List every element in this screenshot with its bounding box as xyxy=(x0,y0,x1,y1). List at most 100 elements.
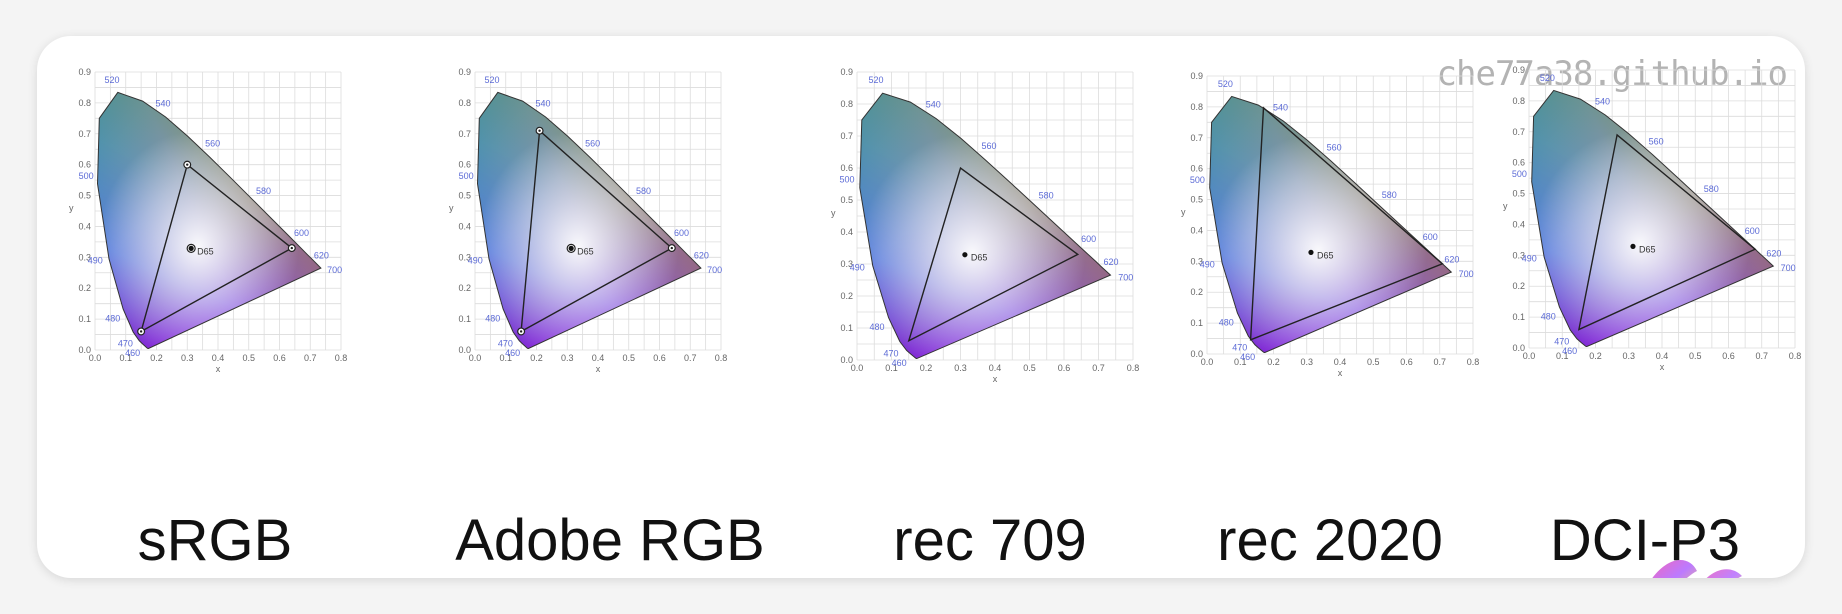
wavelength-label: 480 xyxy=(105,313,120,323)
x-tick-label: 0.2 xyxy=(920,363,933,373)
wavelength-label: 500 xyxy=(840,175,855,185)
wavelength-label: 480 xyxy=(869,322,884,332)
whitepoint-label: D65 xyxy=(971,253,988,263)
x-tick-label: 0.1 xyxy=(119,353,132,363)
y-tick-label: 0.1 xyxy=(78,314,91,324)
x-tick-label: 0.1 xyxy=(1234,357,1247,367)
x-tick-label: 0.8 xyxy=(335,353,348,363)
y-axis-label: y xyxy=(69,203,74,213)
y-tick-label: 0.0 xyxy=(840,355,853,365)
x-tick-label: 0.3 xyxy=(1300,357,1313,367)
whitepoint-marker xyxy=(188,245,194,251)
whitepoint-label: D65 xyxy=(1317,250,1334,260)
x-tick-label: 0.2 xyxy=(530,353,543,363)
x-tick-label: 0.0 xyxy=(89,353,102,363)
wavelength-label: 580 xyxy=(636,186,651,196)
wavelength-label: 560 xyxy=(585,139,600,149)
spectral-locus-white xyxy=(1209,96,1452,353)
x-tick-label: 0.5 xyxy=(1023,363,1036,373)
wavelength-label: 700 xyxy=(327,265,342,275)
x-tick-label: 0.3 xyxy=(561,353,574,363)
x-tick-label: 0.7 xyxy=(1092,363,1105,373)
y-tick-label: 0.8 xyxy=(78,98,91,108)
y-tick-label: 0.3 xyxy=(1190,256,1203,266)
wavelength-label: 470 xyxy=(884,348,899,358)
y-tick-label: 0.3 xyxy=(840,259,853,269)
label-adobe-rgb: Adobe RGB xyxy=(455,508,765,573)
y-tick-label: 0.9 xyxy=(1512,65,1525,75)
primary-marker-dot xyxy=(186,163,189,166)
x-tick-label: 0.8 xyxy=(1127,363,1140,373)
x-tick-label: 0.3 xyxy=(954,363,967,373)
x-tick-label: 0.7 xyxy=(1755,351,1768,361)
y-tick-label: 0.7 xyxy=(1512,127,1525,137)
y-tick-label: 0.6 xyxy=(840,163,853,173)
y-tick-label: 0.1 xyxy=(840,323,853,333)
gamut-triangle xyxy=(1249,106,1444,341)
wavelength-label: 540 xyxy=(926,99,941,109)
wavelength-label: 490 xyxy=(1200,260,1215,270)
x-tick-label: 0.6 xyxy=(653,353,666,363)
primary-marker-dot xyxy=(139,330,143,333)
gamut-triangle xyxy=(139,163,294,333)
y-tick-label: 0.0 xyxy=(1512,343,1525,353)
x-tick-label: 0.6 xyxy=(1400,357,1413,367)
wavelength-label: 700 xyxy=(1118,272,1133,282)
wavelength-label: 580 xyxy=(1039,190,1054,200)
x-axis-label: x xyxy=(1338,368,1343,378)
y-tick-label: 0.4 xyxy=(1512,219,1525,229)
y-tick-label: 0.4 xyxy=(1190,225,1203,235)
x-tick-label: 0.3 xyxy=(1622,351,1635,361)
wavelength-label: 600 xyxy=(1081,234,1096,244)
gamut-triangle xyxy=(1577,133,1757,331)
y-tick-label: 0.5 xyxy=(458,191,471,201)
y-tick-label: 0.8 xyxy=(1190,102,1203,112)
y-tick-label: 0.3 xyxy=(458,252,471,262)
wavelength-label: 620 xyxy=(1444,255,1459,265)
y-tick-label: 0.5 xyxy=(1512,189,1525,199)
y-tick-label: 0.7 xyxy=(78,129,91,139)
wavelength-label: 480 xyxy=(1219,317,1234,327)
panel-srgb: 0.0 0.1 0.2 0.3 0.4 0.5 0.6 0.7 0.8 0.0 0.1 0.2 0.3 0… xyxy=(55,56,355,376)
spectral-locus-white xyxy=(1531,90,1774,347)
wavelength-label: 470 xyxy=(1232,343,1247,353)
wavelength-label: 480 xyxy=(1541,311,1556,321)
gamut-triangle xyxy=(907,166,1080,343)
y-tick-label: 0.8 xyxy=(840,99,853,109)
wavelength-label: 600 xyxy=(1423,232,1438,242)
x-axis-label: x xyxy=(596,364,601,374)
x-tick-label: 0.5 xyxy=(622,353,635,363)
y-tick-label: 0.2 xyxy=(840,291,853,301)
gamut-comparison-card: che77a38.github.io 0.0 0.1 0.2 0.3 0.4 0.5 0.6… xyxy=(37,36,1805,578)
x-tick-label: 0.1 xyxy=(885,363,898,373)
y-tick-label: 0.9 xyxy=(458,67,471,77)
y-tick-label: 0.7 xyxy=(458,129,471,139)
x-tick-label: 0.4 xyxy=(592,353,605,363)
wavelength-label: 500 xyxy=(1512,169,1527,179)
wavelength-label: 490 xyxy=(88,256,103,266)
wavelength-label: 470 xyxy=(118,339,133,349)
wavelength-label: 560 xyxy=(981,141,996,151)
y-axis-label: y xyxy=(1503,201,1508,211)
y-tick-label: 0.9 xyxy=(840,67,853,77)
y-tick-label: 0.0 xyxy=(78,345,91,355)
wavelength-label: 620 xyxy=(694,251,709,261)
wavelength-label: 600 xyxy=(674,228,689,238)
x-tick-label: 0.0 xyxy=(469,353,482,363)
x-tick-label: 0.6 xyxy=(1722,351,1735,361)
x-tick-label: 0.5 xyxy=(242,353,255,363)
wavelength-label: 600 xyxy=(294,228,309,238)
brand-logo-icon xyxy=(1652,560,1742,578)
spectral-locus-outline xyxy=(1209,95,1453,353)
x-tick-label: 0.1 xyxy=(499,353,512,363)
x-axis-label: x xyxy=(1660,362,1665,372)
label-dci-p3: DCI-P3 xyxy=(1549,508,1741,573)
whitepoint-marker xyxy=(1308,249,1314,255)
wavelength-label: 460 xyxy=(1240,352,1255,362)
wavelength-label: 580 xyxy=(1382,190,1397,200)
wavelength-label: 700 xyxy=(707,265,722,275)
wavelength-label: 470 xyxy=(498,339,513,349)
wavelength-label: 500 xyxy=(79,171,94,181)
whitepoint-label: D65 xyxy=(577,246,594,256)
x-tick-label: 0.1 xyxy=(1556,351,1569,361)
